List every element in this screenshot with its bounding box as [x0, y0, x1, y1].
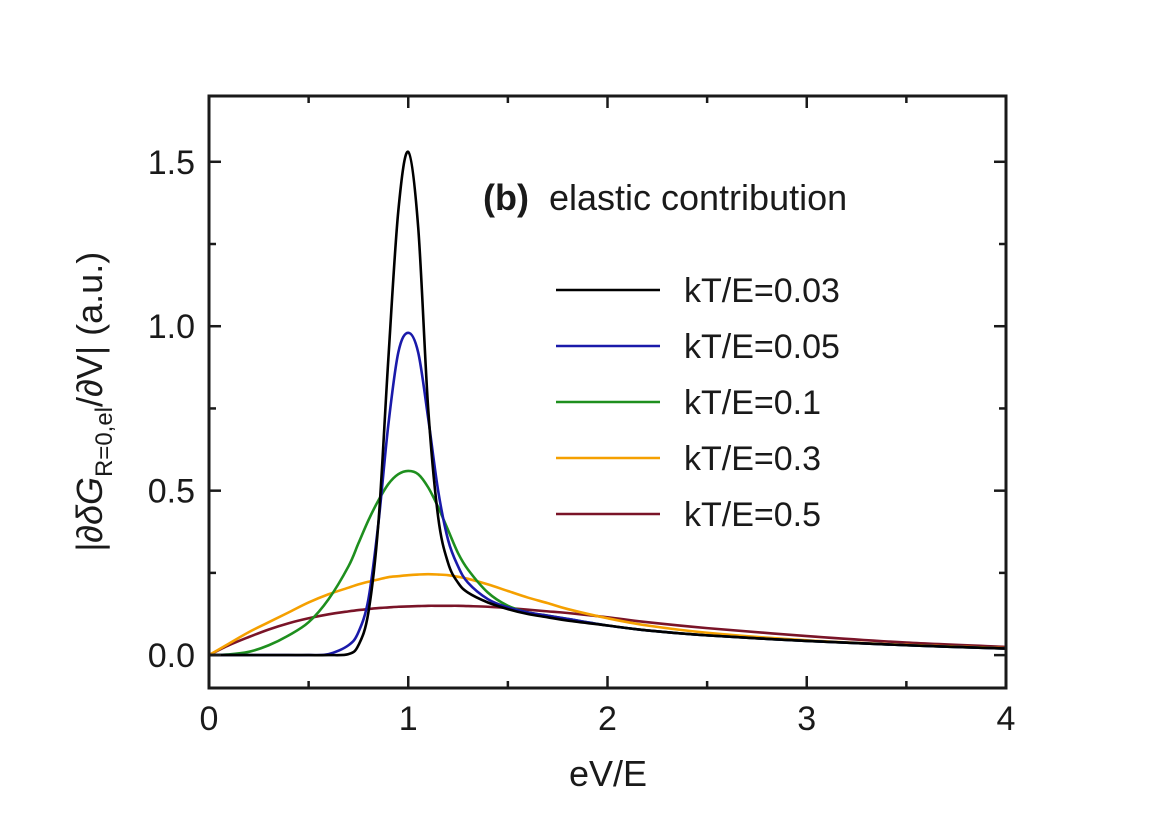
x-tick-label: 2: [598, 700, 617, 738]
series-line-2: [209, 331, 1006, 657]
series-line-3: [209, 469, 1006, 657]
y-axis-title-tail: /∂V| (a.u.): [69, 252, 110, 407]
legend-label: kT/E=0.03: [684, 272, 840, 310]
series-line-5: [209, 604, 1006, 657]
y-tick-label: 1.5: [148, 144, 195, 182]
y-axis-title: |∂δGR=0,el/∂V| (a.u.): [69, 252, 118, 552]
x-tick-label: 1: [399, 700, 418, 738]
annotation-text: elastic contribution: [549, 177, 847, 218]
legend: kT/E=0.03 kT/E=0.05 kT/E=0.1 kT/E=0.3 kT/E=0…: [556, 272, 840, 534]
y-tick-label: 1.0: [148, 308, 195, 346]
tick-label-layer: 0 1 2 3 4 0.0 0.5 1.0 1.5: [148, 144, 1016, 738]
y-axis-title-sub: R=0,el: [91, 407, 118, 477]
legend-label: kT/E=0.5: [684, 496, 821, 534]
x-tick-label: 4: [997, 700, 1016, 738]
series-layer: [209, 150, 1006, 657]
annotation: (b) elastic contribution: [483, 177, 847, 218]
x-tick-label: 3: [797, 700, 816, 738]
legend-label: kT/E=0.1: [684, 384, 821, 422]
annotation-tag: (b): [483, 177, 529, 218]
x-axis-title: eV/E: [569, 753, 647, 794]
tick-layer: [207, 96, 1008, 688]
series-line-4: [209, 572, 1006, 657]
series-line-1: [209, 150, 1006, 657]
legend-label: kT/E=0.05: [684, 328, 840, 366]
legend-label: kT/E=0.3: [684, 440, 821, 478]
y-tick-label: 0.0: [148, 637, 195, 675]
y-tick-label: 0.5: [148, 473, 195, 511]
y-axis-title-main: |∂δG: [69, 477, 110, 552]
x-tick-label: 0: [200, 700, 219, 738]
